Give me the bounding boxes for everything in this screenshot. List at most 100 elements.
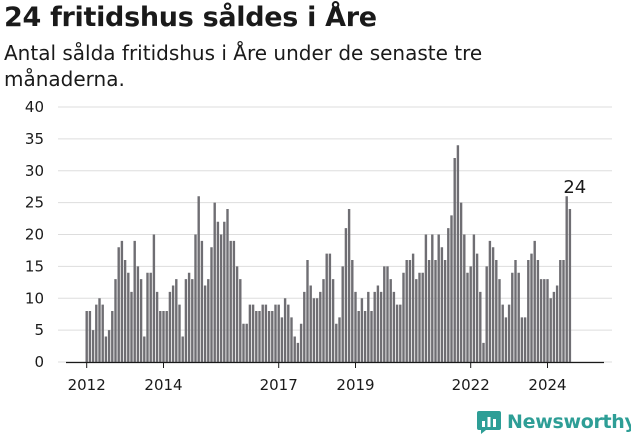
brand-name: Newsworthy: [507, 411, 631, 433]
bar: [207, 279, 210, 362]
bar: [347, 209, 351, 362]
bar: [360, 298, 364, 362]
bar: [520, 317, 524, 362]
bar: [226, 209, 229, 362]
bar: [114, 279, 117, 362]
bar: [354, 291, 357, 362]
bar: [283, 298, 287, 362]
bar: [338, 317, 341, 362]
y-axis: 0 5 10 15 20 25 30 35 40: [25, 98, 44, 371]
bar: [533, 240, 536, 362]
bar: [341, 266, 344, 362]
y-tick-label: 40: [25, 98, 44, 116]
y-tick: 20: [25, 226, 44, 244]
bar-series: [85, 145, 572, 362]
bar: [501, 304, 504, 362]
bar: [459, 202, 463, 362]
highlight-value-label: 24: [563, 177, 586, 198]
x-tick: 2019: [336, 376, 374, 394]
bar: [184, 279, 188, 362]
bar: [232, 240, 236, 362]
bar: [555, 285, 559, 362]
y-tick-label: 10: [25, 289, 44, 307]
bar: [210, 247, 213, 362]
bar: [450, 215, 453, 362]
y-tick-label: 25: [25, 194, 44, 212]
x-tick: 2014: [144, 376, 182, 394]
bar: [101, 304, 104, 362]
bar: [536, 260, 540, 362]
bar: [191, 279, 194, 362]
bar: [85, 311, 88, 362]
bar: [373, 291, 376, 362]
bar: [453, 158, 456, 362]
bar: [111, 311, 114, 362]
y-tick-label: 35: [25, 130, 44, 148]
bar: [104, 336, 108, 362]
bar: [88, 311, 92, 362]
bar: [568, 209, 572, 362]
bar: [562, 260, 565, 362]
bar: [287, 304, 290, 362]
bar: [370, 311, 373, 362]
bar: [376, 285, 380, 362]
bar: [280, 317, 284, 362]
brand-logo: Newsworthy: [476, 408, 631, 436]
highlight-annotation: 24: [563, 177, 586, 198]
bar: [162, 311, 165, 362]
bar: [117, 247, 120, 362]
bar: [418, 272, 421, 362]
bar: [303, 291, 306, 362]
bar: [229, 240, 232, 362]
bar: [523, 317, 527, 362]
bar: [223, 221, 226, 362]
bar: [306, 260, 309, 362]
annotations: 24: [563, 177, 586, 198]
bar: [491, 247, 495, 362]
bar: [261, 304, 264, 362]
bar: [296, 342, 300, 362]
bar: [159, 311, 162, 362]
bar: [146, 272, 149, 362]
bar: [552, 291, 556, 362]
bar: [277, 304, 280, 362]
bar: [437, 234, 440, 362]
bar: [466, 272, 469, 362]
x-tick-label: 2024: [528, 376, 566, 394]
bar: [127, 272, 130, 362]
bar: [325, 253, 328, 362]
bar: [143, 336, 146, 362]
bar: [219, 234, 223, 362]
bar: [411, 253, 415, 362]
chart-subtitle: Antal sålda fritidshus i Åre under de se…: [4, 41, 483, 91]
y-tick-label: 15: [25, 257, 44, 275]
x-tick-label: 2019: [336, 376, 374, 394]
bar: [322, 279, 325, 362]
bar: [456, 145, 460, 362]
bar: [251, 304, 255, 362]
bar: [155, 291, 159, 362]
bar: [274, 304, 277, 362]
y-tick: 15: [25, 257, 44, 275]
bar: [485, 266, 488, 362]
bar: [290, 317, 293, 362]
y-tick-label: 0: [34, 353, 44, 371]
x-axis: 2012 2014 2017 2019 2022 2024: [66, 361, 604, 394]
bar: [91, 330, 95, 362]
bar: [463, 234, 466, 362]
bar: [511, 272, 514, 362]
bar: [434, 260, 437, 362]
x-tick: 2017: [260, 376, 298, 394]
bar: [328, 253, 332, 362]
bar: [319, 291, 322, 362]
x-tick: 2022: [452, 376, 490, 394]
bar: [427, 260, 431, 362]
y-tick: 30: [25, 162, 44, 180]
bar: [546, 279, 549, 362]
bar: [165, 311, 168, 362]
bar: [405, 260, 408, 362]
bar: [488, 240, 492, 362]
bar: [392, 291, 396, 362]
bar: [200, 240, 204, 362]
bar: [424, 234, 428, 362]
